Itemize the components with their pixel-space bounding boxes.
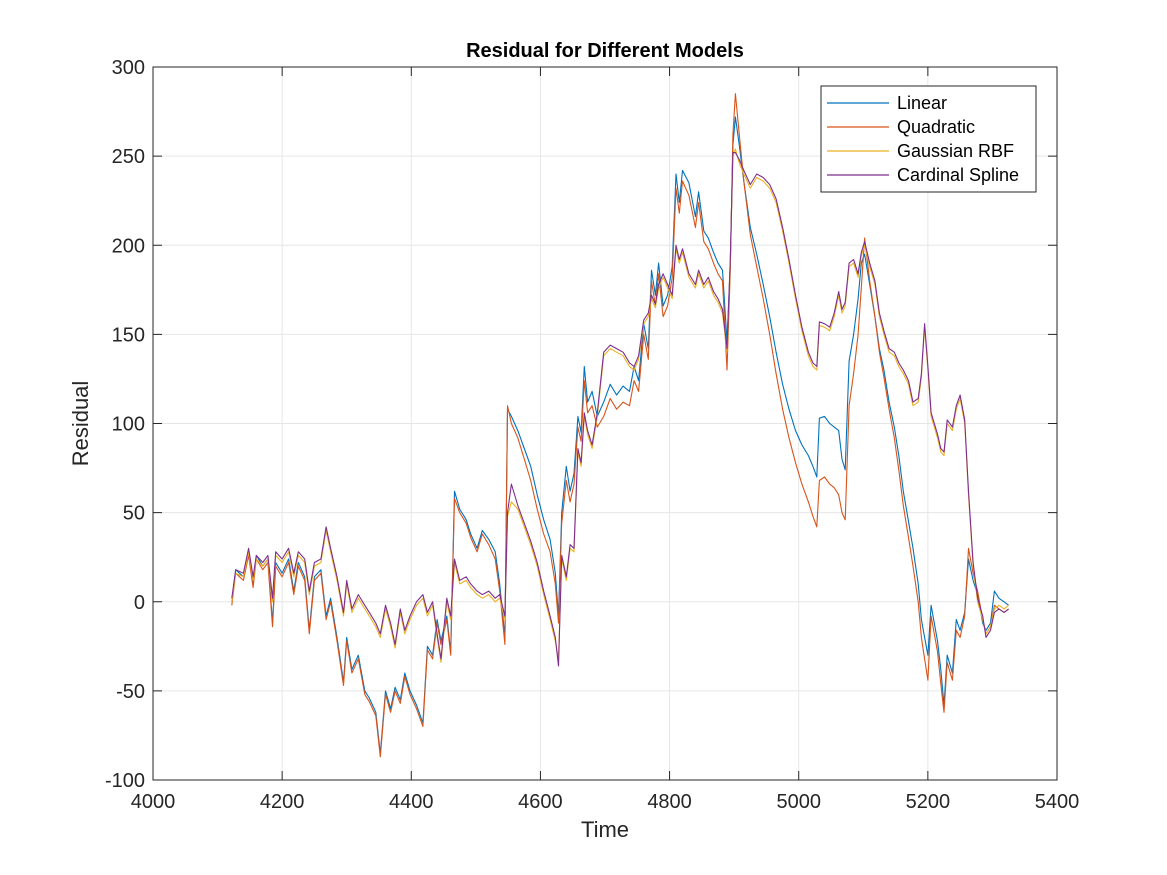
x-tick-label: 5400 [1035,791,1080,813]
x-tick-label: 4200 [260,791,305,813]
x-tick-label: 4800 [647,791,692,813]
y-tick-label: 50 [123,503,145,525]
y-tick-label: 300 [112,57,145,79]
chart-title: Residual for Different Models [466,40,744,62]
x-tick-label: 5200 [906,791,951,813]
x-axis-label: Time [581,817,629,842]
legend: Linear Quadratic Gaussian RBF Cardinal Spli… [820,85,1037,193]
y-tick-label: 200 [112,235,145,257]
legend-label: Gaussian RBF [897,141,1014,161]
y-tick-label: 0 [134,592,145,614]
y-tick-label: -100 [105,770,145,792]
series-line-cardinal-spline [231,152,1009,667]
tick-labels: 4000 4200 4400 4600 4800 5000 5200 5400 -100 -50 0… [105,57,1079,813]
x-tick-label: 4000 [131,791,176,813]
legend-label: Linear [897,93,947,113]
series-layer [231,93,1009,758]
y-tick-label: 150 [112,324,145,346]
y-tick-label: 250 [112,146,145,168]
y-axis-label: Residual [68,381,93,467]
legend-label: Cardinal Spline [897,165,1019,185]
x-tick-label: 4400 [389,791,434,813]
legend-box [820,85,1037,193]
y-tick-label: -50 [116,681,145,703]
series-line-quadratic [231,93,1009,758]
ticks [152,66,1058,781]
series-line-gaussian-rbf [231,148,1009,663]
x-tick-label: 5000 [776,791,821,813]
legend-label: Quadratic [897,117,975,137]
y-tick-label: 100 [112,414,145,436]
x-tick-label: 4600 [518,791,563,813]
